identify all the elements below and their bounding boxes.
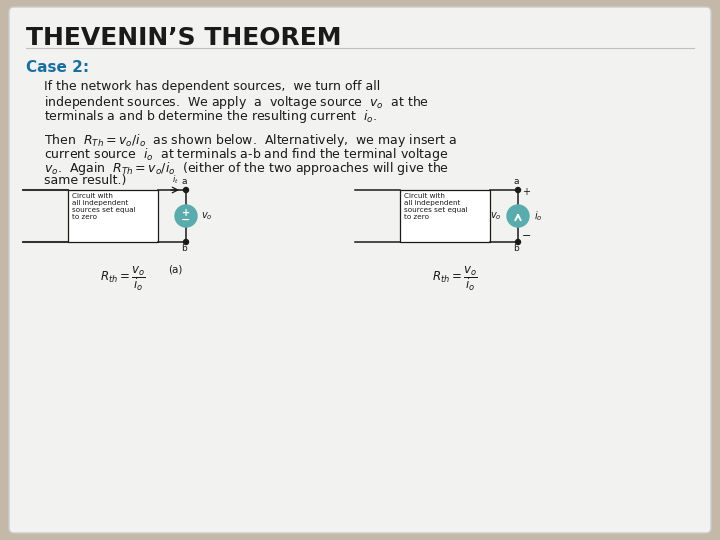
Text: $R_{th} = \dfrac{v_o}{i_o}$: $R_{th} = \dfrac{v_o}{i_o}$ (432, 264, 478, 293)
Text: $i_t$: $i_t$ (171, 174, 179, 186)
Text: Then  $\mathit{R_{Th}}= v_o/i_o$  as shown below.  Alternatively,  we may insert: Then $\mathit{R_{Th}}= v_o/i_o$ as shown… (44, 132, 457, 149)
Circle shape (184, 240, 189, 245)
Text: $v_o$.  Again  $\mathit{R_{Th}}= v_o/i_o$  (either of the two approaches will gi: $v_o$. Again $\mathit{R_{Th}}= v_o/i_o$ … (44, 160, 449, 177)
Text: current source  $i_o$  at terminals a-b and find the terminal voltage: current source $i_o$ at terminals a-b an… (44, 146, 448, 163)
Text: a: a (513, 177, 518, 186)
Text: Circuit with
all independent
sources set equal
to zero: Circuit with all independent sources set… (72, 193, 135, 220)
FancyBboxPatch shape (9, 7, 711, 533)
Text: b: b (181, 244, 187, 253)
Text: (a): (a) (168, 264, 182, 274)
Text: −: − (181, 214, 191, 225)
Text: $v_o$: $v_o$ (490, 210, 502, 222)
Text: $v_o$: $v_o$ (201, 210, 212, 222)
Bar (68, 190, 158, 242)
Text: terminals a and b determine the resulting current  $i_o$.: terminals a and b determine the resultin… (44, 108, 377, 125)
Circle shape (516, 240, 521, 245)
Text: If the network has dependent sources,  we turn off all: If the network has dependent sources, we… (44, 80, 380, 93)
Text: THEVENIN’S THEOREM: THEVENIN’S THEOREM (26, 26, 341, 50)
Text: b: b (513, 244, 519, 253)
Text: $i_o$: $i_o$ (534, 209, 543, 223)
Text: Case 2:: Case 2: (26, 60, 89, 75)
Text: +: + (182, 207, 190, 218)
Text: a: a (181, 177, 186, 186)
Text: independent sources.  We apply  a  voltage source  $v_o$  at the: independent sources. We apply a voltage … (44, 94, 429, 111)
Text: −: − (522, 231, 531, 241)
Text: same result.): same result.) (44, 174, 127, 187)
Circle shape (184, 187, 189, 192)
Text: $R_{th} = \dfrac{v_o}{i_o}$: $R_{th} = \dfrac{v_o}{i_o}$ (100, 264, 146, 293)
Circle shape (175, 205, 197, 227)
Text: +: + (522, 187, 530, 197)
Text: Circuit with
all independent
sources set equal
to zero: Circuit with all independent sources set… (404, 193, 467, 220)
Circle shape (516, 187, 521, 192)
Circle shape (507, 205, 529, 227)
Bar (400, 190, 490, 242)
